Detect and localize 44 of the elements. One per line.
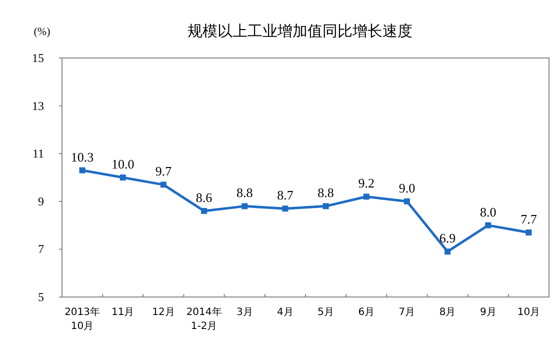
chart-title: 规模以上工业增加值同比增长速度 — [188, 22, 412, 40]
point — [404, 198, 410, 204]
point — [282, 206, 288, 212]
point — [444, 248, 451, 255]
x-tick-label: 8月 — [439, 307, 456, 318]
y-tick-label: 13 — [32, 98, 44, 113]
y-tick-label: 7 — [38, 242, 44, 256]
data-label: 9.7 — [155, 164, 172, 179]
point — [160, 182, 166, 188]
data-label: 8.8 — [236, 185, 253, 200]
x-tick-label: 9月 — [480, 307, 496, 318]
x-tick-label: 2013年 10月 — [64, 306, 100, 332]
point — [322, 203, 329, 210]
point — [120, 174, 126, 180]
x-tick-label: 11月 — [112, 307, 134, 318]
point — [485, 222, 492, 228]
data-label: 9.0 — [398, 180, 416, 196]
point — [242, 203, 248, 210]
x-tick-label: 6月 — [358, 307, 375, 318]
y-tick-label: 11 — [32, 146, 44, 161]
x-tick-label: 5月 — [318, 307, 334, 318]
data-label: 10.0 — [112, 156, 134, 172]
point — [363, 194, 370, 200]
point — [79, 167, 86, 174]
data-label: 8.7 — [277, 188, 294, 203]
point — [526, 229, 532, 236]
point — [201, 208, 208, 214]
x-tick-label: 7月 — [398, 307, 416, 318]
data-label: 6.9 — [439, 230, 456, 246]
x-tick-label: 3月 — [236, 307, 253, 318]
x-tick-label: 12月 — [152, 307, 175, 318]
data-label: 10.3 — [70, 149, 94, 164]
y-tick-label: 9 — [38, 194, 44, 208]
x-tick-label: 2014年 1-2月 — [186, 306, 222, 332]
y-tick-label: 15 — [32, 51, 44, 65]
data-label: 7.7 — [520, 211, 538, 226]
y-tick-label: 5 — [38, 290, 44, 304]
x-tick-label: 4月 — [277, 307, 294, 318]
data-label: 9.2 — [358, 176, 374, 191]
data-label: 8.8 — [318, 185, 334, 200]
x-tick-label: 10月 — [517, 307, 540, 318]
data-label: 8.0 — [480, 204, 496, 220]
y-axis-title: (%) — [34, 26, 51, 38]
data-label: 8.6 — [196, 190, 213, 205]
